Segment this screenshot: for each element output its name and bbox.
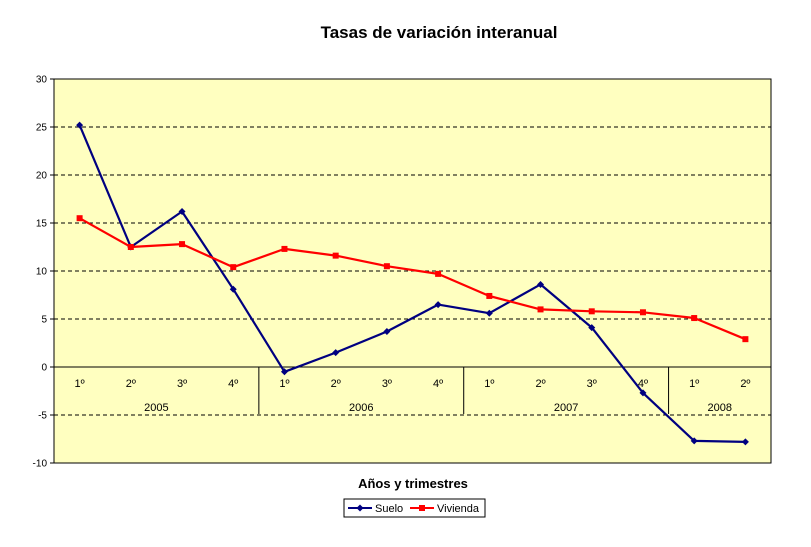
data-point-suelo	[485, 309, 493, 317]
data-point-vivienda	[281, 245, 288, 252]
x-tick-label: 1º	[279, 378, 289, 390]
data-point-suelo	[690, 437, 698, 445]
y-tick-label: -5	[38, 411, 47, 422]
data-point-suelo	[639, 389, 647, 397]
data-point-vivienda	[639, 309, 646, 316]
x-axis: 1º 2º 3º 4º 1º 2º 3º 4º 1º 2º 3º 4º 1º 2º 2005 2006 2007…	[53, 366, 772, 414]
year-group-label: 2008	[708, 402, 732, 414]
legend-marker-suelo	[356, 504, 364, 512]
x-tick-label: 4º	[638, 378, 648, 390]
data-point-vivienda	[383, 263, 390, 270]
series-layer	[76, 121, 749, 446]
data-point-vivienda	[76, 215, 83, 222]
series-line-vivienda	[79, 217, 746, 341]
legend-label-vivienda: Vivienda	[437, 503, 480, 515]
year-group-label: 2007	[554, 402, 578, 414]
y-tick-label: 10	[36, 267, 48, 278]
data-point-suelo	[280, 368, 288, 376]
data-point-suelo	[741, 438, 749, 446]
legend: Suelo Vivienda	[343, 498, 486, 518]
chart-title: Tasas de variación interanual	[321, 23, 558, 42]
series-vivienda	[76, 215, 749, 343]
x-tick-label: 4º	[433, 378, 443, 390]
y-tick-label: 30	[36, 75, 48, 86]
data-point-vivienda	[332, 252, 339, 259]
data-point-suelo	[332, 349, 340, 357]
data-point-vivienda	[127, 244, 134, 250]
x-tick-label: 3º	[382, 378, 392, 390]
data-point-suelo	[537, 280, 545, 288]
x-tick-label: 4º	[228, 378, 238, 390]
series-line-suelo	[78, 124, 746, 443]
y-tick-label: 15	[36, 219, 48, 230]
legend-marker-vivienda	[419, 505, 425, 511]
data-point-suelo	[229, 285, 237, 293]
x-tick-label: 2º	[126, 378, 136, 390]
data-point-suelo	[383, 327, 391, 335]
x-tick-label: 1º	[75, 378, 85, 390]
series-suelo	[76, 121, 749, 446]
y-tick-label: 20	[36, 171, 48, 182]
x-axis-label: Años y trimestres	[358, 476, 468, 491]
data-point-vivienda	[486, 292, 493, 299]
year-group-label: 2006	[349, 402, 373, 414]
data-point-vivienda	[179, 241, 186, 248]
x-tick-label: 2º	[331, 378, 341, 390]
data-point-vivienda	[588, 308, 595, 315]
data-point-suelo	[434, 301, 442, 309]
data-point-vivienda	[691, 315, 698, 322]
y-tick-label: -10	[33, 459, 48, 470]
data-point-suelo	[178, 207, 186, 215]
x-tick-label: 2º	[535, 378, 545, 390]
gridlines	[54, 126, 771, 416]
x-tick-label: 1º	[484, 378, 494, 390]
y-axis: -10 -5 0 5 10 15 20 25 30	[33, 75, 54, 470]
y-tick-label: 5	[41, 315, 47, 326]
data-point-vivienda	[742, 336, 749, 343]
data-point-vivienda	[435, 270, 442, 277]
data-point-suelo	[588, 324, 596, 332]
data-point-suelo	[76, 121, 84, 129]
x-tick-label: 3º	[177, 378, 187, 390]
x-tick-label: 2º	[740, 378, 750, 390]
legend-label-suelo: Suelo	[375, 503, 403, 515]
y-tick-label: 0	[41, 363, 47, 374]
y-tick-label: 25	[36, 123, 48, 134]
data-point-vivienda	[230, 264, 237, 271]
year-group-label: 2005	[144, 402, 168, 414]
x-tick-label: 3º	[587, 378, 597, 390]
data-point-vivienda	[537, 306, 544, 313]
x-tick-label: 1º	[689, 378, 699, 390]
